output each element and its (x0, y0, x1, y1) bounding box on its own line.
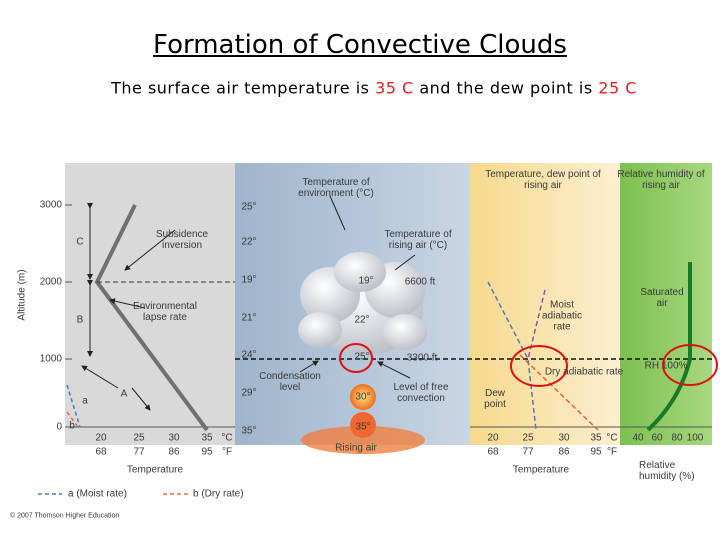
highlight (339, 343, 718, 387)
env-temp: 22° (241, 236, 257, 248)
height-label: 6600 ft (404, 276, 436, 288)
heat-glow (301, 426, 425, 454)
segment-letter: a (82, 395, 88, 407)
air-parcel (350, 412, 376, 438)
env-temp: 25° (241, 201, 257, 213)
x-tick-label: 20 (487, 432, 499, 444)
surface-temp: 35 C (375, 78, 414, 98)
x-unit: °C (221, 432, 233, 444)
panel-bg (470, 163, 620, 445)
x-tick-label: 30 (168, 432, 180, 444)
segment-letter: b (69, 420, 75, 432)
slide-title: Formation of Convective Clouds (153, 30, 567, 60)
y-tick-label: 2000 (39, 276, 62, 288)
arrow (377, 361, 411, 379)
env-temp: 24° (241, 349, 257, 361)
panel-bg (620, 163, 712, 445)
annotation: Environmental lapse rate (133, 301, 197, 323)
x-tick-label: 77 (133, 446, 145, 458)
arrow (109, 298, 146, 309)
x-tick-label: 68 (487, 446, 499, 458)
arrow (299, 360, 319, 373)
env-temp: 29° (241, 387, 257, 399)
rising-temp: 19° (358, 275, 374, 287)
rh-line (646, 262, 692, 432)
rising-temp: 25° (354, 351, 370, 363)
annotation: Rising air (335, 442, 377, 454)
x-tick-label: 68 (95, 446, 107, 458)
pointer (394, 254, 416, 271)
env-temp: 21° (241, 312, 257, 324)
height-label: 3300 ft (406, 352, 438, 364)
x-tick-label: 25 (522, 432, 534, 444)
arrow (131, 387, 151, 411)
y-axis-label: Altitude (m) (16, 269, 28, 321)
rising-temp: 22° (354, 314, 370, 326)
annotation: Temperature of environment (°C) (298, 177, 374, 199)
subtitle-text: and the dew point is (413, 78, 599, 98)
arrow (81, 365, 119, 389)
x-tick-label: 20 (95, 432, 107, 444)
subtitle: The surface air temperature is 35 C and … (111, 79, 637, 98)
annotation: Dew point (484, 388, 506, 410)
x-tick-label: 35 (201, 432, 213, 444)
dry-line (66, 411, 79, 428)
copyright: © 2007 Thomson Higher Education (10, 512, 120, 520)
env-temp: 35° (241, 425, 257, 437)
x-tick-label: 40 (632, 432, 644, 444)
annotation: Moist adiabatic rate (541, 299, 583, 333)
panel-heading: Temperature, dew point of rising air (485, 169, 601, 191)
segment-letter: A (120, 388, 128, 400)
annotation: Condensation level (259, 371, 321, 393)
x-axis-label: Temperature (512, 464, 570, 476)
dew-point: 25 C (598, 78, 637, 98)
rising-temp: 30° (355, 391, 371, 403)
y-tick-label: 3000 (39, 199, 62, 211)
legend-entry: b (Dry rate) (193, 488, 244, 500)
x-tick-label: 77 (522, 446, 534, 458)
x-tick-label: 25 (133, 432, 145, 444)
x-unit: °F (606, 446, 618, 458)
subtitle-text: The surface air temperature is (111, 78, 376, 98)
annotation: Dry adiabatic rate (544, 366, 624, 378)
annotation: Subsidence inversion (155, 229, 209, 251)
x-tick-label: 30 (558, 432, 570, 444)
dry-line (519, 354, 599, 431)
x-unit: °F (221, 446, 233, 458)
rising-temp: 35° (355, 421, 371, 433)
segment-letter: C (76, 236, 84, 248)
x-tick-label: 95 (201, 446, 213, 458)
x-axis-label: Relative humidity (%) (639, 460, 695, 482)
x-tick-label: 80 (671, 432, 683, 444)
panel-bg (65, 163, 235, 445)
arrow (124, 229, 176, 271)
dew-point-line (487, 281, 537, 431)
segment-letter: B (76, 314, 84, 326)
annotation: Saturated air (640, 287, 684, 309)
x-tick-label: 86 (558, 446, 570, 458)
y-tick-label: 1000 (39, 353, 62, 365)
legend-entry: a (Moist rate) (68, 488, 127, 500)
x-tick-label: 95 (590, 446, 602, 458)
pointer (329, 195, 346, 231)
x-tick-label: 60 (651, 432, 663, 444)
moist-line (66, 384, 81, 428)
legend-keys (38, 493, 188, 495)
env-temp: 19° (241, 274, 257, 286)
annotation: Level of free convection (393, 382, 449, 404)
x-tick-label: 86 (168, 446, 180, 458)
x-unit: °C (606, 432, 618, 444)
annotation: Temperature of rising air (°C) (384, 229, 452, 251)
panel-heading: Relative humidity of rising air (617, 169, 705, 191)
annotation: RH 100% (644, 360, 688, 372)
y-tick-label: 0 (56, 421, 62, 433)
air-parcel (350, 384, 376, 410)
cloud (298, 252, 427, 355)
x-tick-label: 35 (590, 432, 602, 444)
x-tick-label: 100 (686, 432, 704, 444)
x-axis-label: Temperature (126, 464, 184, 476)
